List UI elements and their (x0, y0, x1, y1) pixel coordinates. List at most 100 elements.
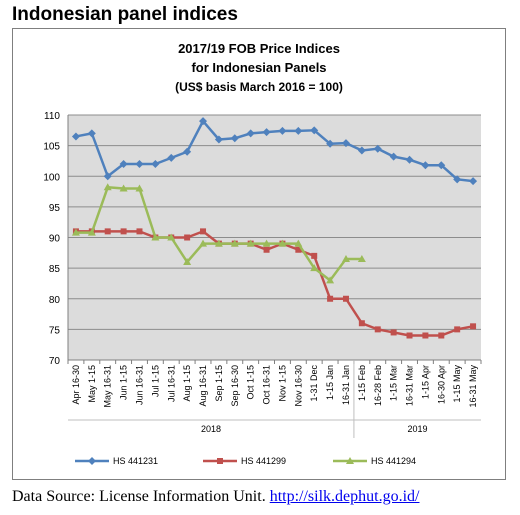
data-point (167, 153, 176, 162)
x-tick-label: Sep 16-30 (230, 365, 240, 407)
data-point (373, 144, 382, 153)
y-tick-label: 100 (43, 172, 60, 183)
y-axis-ticks: 70 75 80 85 90 95 100 105 110 (43, 111, 60, 367)
series-layer (71, 117, 478, 339)
data-point (120, 228, 127, 235)
y-tick-label: 90 (49, 234, 61, 245)
x-tick-label: 16-28 Feb (373, 365, 383, 406)
data-point (326, 139, 335, 148)
legend-marker (346, 457, 354, 464)
data-point (262, 239, 271, 247)
x-tick-label: 16-31 Mar (405, 365, 415, 406)
data-point (151, 233, 160, 241)
data-point (184, 234, 191, 241)
x-tick-label: Jun 16-31 (134, 365, 144, 405)
data-point (230, 239, 239, 247)
data-point (183, 147, 192, 156)
x-tick-label: Apr 16-30 (71, 365, 81, 405)
chart-title-line: for Indonesian Panels (191, 60, 326, 75)
chart-title: 2017/19 FOB Price Indices for Indonesian … (175, 41, 343, 94)
x-tick-label: May 16-31 (103, 365, 113, 408)
data-point (294, 239, 303, 247)
data-point (103, 172, 112, 181)
chart-frame: 2017/19 FOB Price Indices for Indonesian … (12, 28, 506, 480)
data-point (326, 276, 335, 284)
year-group-label: 2019 (407, 424, 427, 434)
data-point (199, 117, 208, 126)
x-tick-label: Jun 1-15 (119, 365, 129, 400)
data-point (470, 323, 477, 330)
data-point (438, 332, 445, 339)
data-point (214, 239, 223, 247)
data-point (183, 258, 192, 265)
data-source-label: Data Source: License Information Unit. (12, 488, 266, 505)
data-point (454, 326, 461, 333)
data-point (151, 160, 160, 168)
data-point (103, 183, 112, 191)
data-point (390, 329, 397, 336)
legend: HS 441231 HS 441299 HS 441294 (75, 456, 416, 466)
data-point (342, 295, 349, 302)
x-tick-label: Sep 1-15 (214, 365, 224, 402)
data-point (135, 160, 144, 168)
y-tick-label: 110 (44, 111, 60, 122)
y-tick-label: 95 (49, 203, 61, 214)
y-tick-label: 80 (49, 295, 61, 306)
y-tick-label: 75 (49, 325, 61, 336)
data-point (327, 295, 334, 302)
x-tick-label: 1-15 Apr (420, 365, 430, 399)
data-point (357, 254, 366, 262)
chart-title-line: 2017/19 FOB Price Indices (178, 41, 340, 56)
data-point (246, 239, 255, 247)
year-group-label: 2018 (201, 424, 221, 434)
x-tick-label: 1-15 Feb (357, 365, 367, 401)
x-tick-label: Aug 16-31 (198, 365, 208, 407)
data-point (278, 239, 287, 247)
legend-marker (217, 458, 223, 464)
x-tick-label: 1-31 Dec (309, 365, 319, 402)
data-point (71, 132, 80, 141)
data-point (87, 228, 96, 236)
legend-label: HS 441231 (113, 456, 158, 466)
data-point (104, 228, 111, 235)
data-point (167, 233, 176, 241)
data-point (200, 228, 207, 235)
x-tick-label: Nov 1-15 (277, 365, 287, 402)
x-tick-label: Aug 1-15 (182, 365, 192, 402)
data-point (453, 175, 462, 184)
data-point (422, 332, 429, 339)
x-tick-label: May 1-15 (87, 365, 97, 403)
data-source-line: Data Source: License Information Unit. h… (12, 488, 419, 506)
data-point (199, 239, 208, 247)
y-tick-label: 70 (49, 356, 61, 367)
legend-label: HS 441299 (241, 456, 286, 466)
data-point (358, 320, 365, 327)
data-point (263, 246, 270, 253)
x-tick-label: 1-15 Jan (325, 365, 335, 400)
data-point (469, 177, 478, 186)
data-point (87, 129, 96, 138)
x-tick-label: Nov 16-30 (293, 365, 303, 407)
chart-title-line: (US$ basis March 2016 = 100) (175, 80, 343, 94)
x-tick-label: Oct 1-15 (246, 365, 256, 400)
data-point (294, 126, 303, 135)
data-point (437, 161, 446, 170)
data-source-link[interactable]: http://silk.dephut.go.id/ (269, 488, 420, 505)
data-point (214, 135, 223, 144)
data-point (389, 152, 398, 161)
data-point (278, 126, 287, 135)
data-point (119, 160, 128, 168)
data-point (246, 129, 255, 138)
data-point (374, 326, 381, 333)
data-point (406, 332, 413, 339)
x-tick-label: 1-15 May (452, 365, 462, 403)
data-point (135, 184, 144, 192)
x-axis-ticks: Apr 16-30 May 1-15 May 16-31 Jun 1-15 Jun 16… (67, 360, 482, 438)
data-point (310, 264, 319, 272)
x-tick-label: Jul 16-31 (166, 365, 176, 402)
data-point (71, 228, 80, 236)
y-tick-label: 105 (43, 142, 60, 153)
data-point (136, 228, 143, 235)
data-point (421, 161, 430, 170)
x-tick-label: 16-30 Apr (436, 365, 446, 404)
